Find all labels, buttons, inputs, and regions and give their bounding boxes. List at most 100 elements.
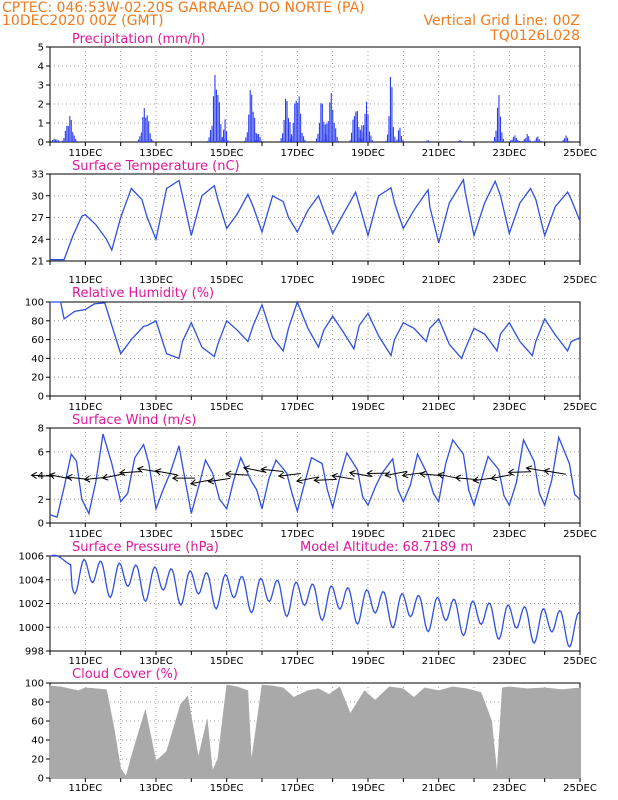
header-date: 10DEC2020 00Z (GMT) — [2, 13, 164, 29]
cloud-area — [49, 684, 581, 779]
wind-arrowhead — [189, 479, 197, 487]
precip-bar — [73, 135, 75, 142]
precip-bar — [254, 117, 256, 142]
wind-arrowhead — [437, 471, 445, 479]
y-tick-label-wind: 2 — [38, 495, 44, 506]
y-tick-label-wind: 8 — [38, 424, 44, 435]
precip-bar — [215, 89, 217, 142]
wind-arrowhead — [136, 465, 144, 473]
wind-arrowhead — [401, 471, 409, 479]
meteogram-panels: Precipitation (mm/h) 0 1 2 3 4 5 11DEC 13DEC 15DE… — [19, 32, 597, 794]
wind-arrowhead — [525, 465, 533, 473]
precip-bar — [286, 101, 288, 142]
wind-arrowhead — [543, 467, 550, 475]
wind-arrow — [314, 478, 337, 481]
precip-bar — [565, 135, 567, 142]
y-tick-label-temp: 33 — [31, 170, 44, 181]
wind-arrowhead — [296, 476, 303, 484]
precip-bar — [526, 134, 528, 142]
x-tick-label-precip: 13DEC — [139, 148, 173, 159]
x-tick-label-temp: 15DEC — [210, 275, 244, 286]
x-tick-label-rh: 23DEC — [492, 402, 526, 413]
y-tick-label-pressure: 1002 — [19, 599, 44, 610]
precip-bar — [525, 137, 527, 142]
precip-bar — [225, 131, 228, 142]
precip-bar — [335, 128, 337, 142]
precip-bar — [562, 139, 564, 142]
pressure-line — [49, 554, 581, 648]
precip-bar — [218, 102, 220, 142]
x-tick-label-pressure: 25DEC — [563, 656, 597, 667]
precip-bar — [227, 140, 229, 142]
panel-annotation-pressure: Model Altitude: 68.7189 m — [300, 540, 473, 555]
rh-line — [50, 300, 581, 360]
precip-bar — [287, 118, 290, 142]
precip-bar — [399, 127, 401, 142]
wind-arrow — [261, 468, 284, 472]
y-tick-label-pressure: 998 — [25, 647, 44, 658]
precip-bar — [66, 125, 68, 142]
precip-bar — [279, 141, 281, 142]
wind-arrow — [385, 470, 407, 476]
precip-bar — [323, 139, 325, 142]
precip-bar — [53, 138, 55, 142]
x-tick-label-cloud: 19DEC — [351, 783, 385, 794]
precip-bar — [214, 74, 216, 142]
precip-bar — [255, 140, 257, 142]
wind-arrowhead — [419, 470, 426, 478]
wind-arrowhead — [207, 477, 215, 485]
precip-bar — [324, 133, 326, 142]
precip-bar — [288, 141, 290, 142]
precip-bar — [64, 131, 66, 142]
y-tick-label-temp: 30 — [31, 191, 44, 202]
wind-arrowhead — [154, 468, 162, 476]
panel-title-cloud: Cloud Cover (%) — [72, 667, 178, 682]
precip-bar — [324, 124, 326, 142]
precip-bar — [397, 130, 400, 142]
precip-bar — [261, 140, 263, 142]
precip-bar — [535, 137, 537, 142]
y-tick-label-cloud: 0 — [38, 774, 44, 785]
wind-arrowhead — [507, 468, 515, 476]
x-tick-label-cloud: 13DEC — [139, 783, 173, 794]
wind-arrow — [296, 476, 319, 482]
wind-arrowhead — [101, 473, 109, 481]
precip-bar — [208, 137, 210, 142]
precip-bar — [496, 107, 499, 142]
precip-bar — [540, 140, 542, 142]
wind-arrow — [49, 474, 72, 480]
x-tick-label-precip: 11DEC — [68, 148, 102, 159]
precip-bar — [460, 141, 463, 142]
precip-bar — [259, 137, 261, 142]
precip-bar — [495, 130, 497, 142]
y-tick-label-rh: 100 — [25, 298, 44, 309]
wind-arrow — [491, 473, 513, 480]
wind-arrowhead — [366, 469, 373, 477]
precip-bar — [427, 140, 429, 142]
x-tick-label-pressure: 15DEC — [210, 656, 244, 667]
wind-arrow — [402, 471, 425, 476]
precip-bar — [363, 125, 365, 142]
precip-bar — [534, 140, 536, 142]
precip-bar — [386, 134, 389, 142]
precip-bar — [396, 139, 398, 142]
x-tick-label-pressure: 23DEC — [492, 656, 526, 667]
precip-bar — [249, 90, 251, 142]
precip-bar — [221, 139, 223, 142]
wind-arrowhead — [260, 466, 267, 474]
precip-bar — [320, 103, 322, 142]
precip-bar — [400, 136, 402, 142]
y-tick-label-wind: 4 — [38, 471, 44, 482]
wind-arrow — [544, 470, 566, 475]
precip-bar — [518, 140, 520, 142]
y-tick-label-precip: 4 — [38, 62, 44, 73]
x-tick-label-pressure: 19DEC — [351, 656, 385, 667]
x-tick-label-temp: 17DEC — [280, 275, 314, 286]
precip-bar — [252, 111, 254, 142]
y-tick-label-precip: 0 — [38, 138, 44, 149]
precip-bar — [360, 138, 362, 142]
precip-bar — [352, 119, 354, 142]
precip-bar — [52, 139, 54, 142]
precip-bar — [528, 136, 530, 142]
precip-bar — [282, 133, 284, 142]
